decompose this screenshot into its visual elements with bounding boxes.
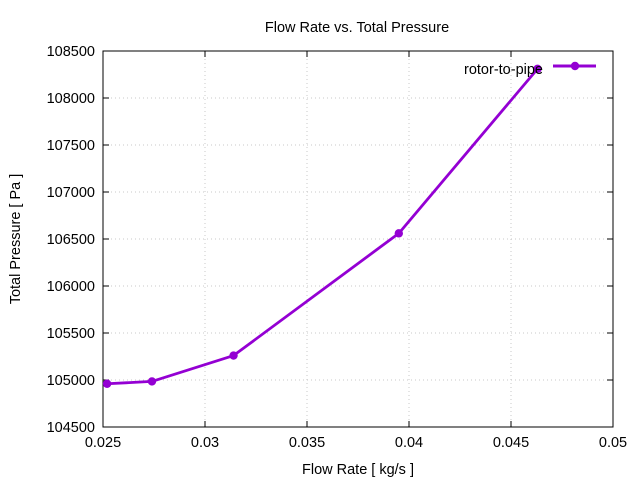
x-tick-label: 0.05 (599, 435, 627, 451)
data-point (229, 351, 238, 360)
y-tick-label: 108000 (47, 91, 95, 107)
y-tick-label: 106500 (47, 232, 95, 248)
x-tick-label: 0.025 (85, 435, 121, 451)
y-tick-labels: 104500 105000 105500 106000 106500 107000 1075… (47, 44, 95, 436)
data-point (394, 229, 403, 238)
x-tick-label: 0.04 (395, 435, 423, 451)
data-point (102, 379, 112, 388)
axis-ticks (102, 50, 614, 428)
y-axis-label: Total Pressure [ Pa ] (8, 174, 24, 305)
legend-label: rotor-to-pipe (464, 62, 543, 78)
data-point (147, 377, 157, 386)
y-tick-label: 106000 (47, 279, 95, 295)
y-tick-label: 107500 (47, 138, 95, 154)
x-axis-label: Flow Rate [ kg/s ] (302, 462, 414, 478)
x-tick-label: 0.045 (493, 435, 529, 451)
x-tick-labels: 0.025 0.03 0.035 0.04 0.045 0.05 (85, 435, 627, 451)
series-line (107, 67, 539, 386)
x-tick-label: 0.03 (191, 435, 219, 451)
legend: rotor-to-pipe (464, 61, 596, 78)
y-tick-label: 104500 (47, 420, 95, 436)
data-point (533, 64, 542, 74)
grid (103, 51, 613, 427)
x-tick-label: 0.035 (289, 435, 325, 451)
series-layer (102, 64, 542, 388)
y-tick-label: 105000 (47, 373, 95, 389)
y-tick-label: 108500 (47, 44, 95, 60)
legend-marker (570, 61, 580, 71)
y-tick-label: 107000 (47, 185, 95, 201)
y-tick-label: 105500 (47, 326, 95, 342)
chart-title: Flow Rate vs. Total Pressure (265, 20, 449, 36)
